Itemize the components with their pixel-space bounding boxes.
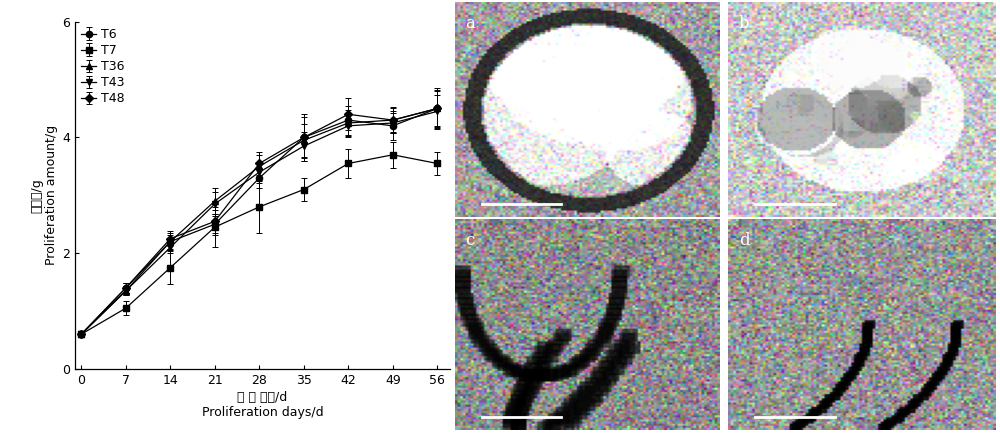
Y-axis label: 增殖量/g
Proliferation amount/g: 增殖量/g Proliferation amount/g bbox=[30, 125, 58, 265]
Text: c: c bbox=[466, 232, 475, 249]
Legend: T6, T7, T36, T43, T48: T6, T7, T36, T43, T48 bbox=[79, 26, 127, 108]
Text: a: a bbox=[466, 15, 475, 32]
Text: b: b bbox=[739, 15, 749, 32]
X-axis label: 增 殖 天数/d
Proliferation days/d: 增 殖 天数/d Proliferation days/d bbox=[202, 391, 323, 419]
Text: d: d bbox=[739, 232, 749, 249]
